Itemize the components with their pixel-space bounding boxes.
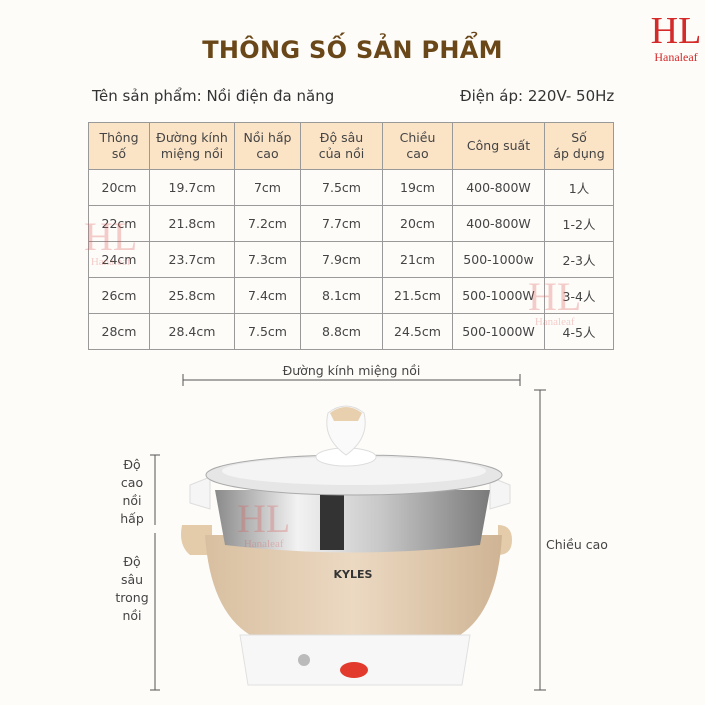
product-name: Tên sản phẩm: Nồi điện đa năng: [92, 87, 335, 105]
table-cell: 24cm: [88, 241, 150, 278]
table-cell: 21.5cm: [382, 277, 453, 314]
table-cell: 400-800W: [452, 169, 545, 206]
table-row: 24cm 23.7cm 7.3cm 7.9cm 21cm 500-1000w 2-3人: [88, 241, 614, 278]
table-cell: 7.4cm: [234, 277, 301, 314]
logo-name: Hanaleaf: [654, 50, 698, 64]
table-cell: 8.8cm: [300, 313, 383, 350]
knob-icon: [298, 654, 310, 666]
table-cell: 7.3cm: [234, 241, 301, 278]
table-row: 22cm 21.8cm 7.2cm 7.7cm 20cm 400-800W 1-2人: [88, 205, 614, 242]
column-header: Chiều cao: [382, 122, 453, 170]
watermark: HL Hanaleaf: [528, 274, 582, 329]
table-cell: 1人: [544, 169, 614, 206]
logo-mark: HL: [650, 10, 702, 52]
table-cell: 7.5cm: [234, 313, 301, 350]
table-cell: 400-800W: [452, 205, 545, 242]
spec-table: Thông số Đường kính miệng nồi Nồi hấp cao Độ s…: [88, 122, 614, 350]
watermark: HL Hanaleaf: [237, 496, 291, 551]
column-header: Thông số: [88, 122, 150, 170]
table-row: 28cm 28.4cm 7.5cm 8.8cm 24.5cm 500-1000W 4-5人: [88, 313, 614, 350]
electric-pot-image: KYLES: [181, 405, 512, 686]
brand-logo: HL Hanaleaf: [648, 12, 704, 65]
table-cell: 7.7cm: [300, 205, 383, 242]
page-title: THÔNG SỐ SẢN PHẨM: [202, 36, 503, 64]
table-cell: 20cm: [382, 205, 453, 242]
table-row: 20cm 19.7cm 7cm 7.5cm 19cm 400-800W 1人: [88, 169, 614, 206]
table-cell: 20cm: [88, 169, 150, 206]
column-header: Nồi hấp cao: [234, 122, 301, 170]
table-cell: 26cm: [88, 277, 150, 314]
voltage: Điện áp: 220V- 50Hz: [460, 87, 615, 105]
pot-brand: KYLES: [334, 568, 373, 581]
table-header-row: Thông số Đường kính miệng nồi Nồi hấp cao Độ s…: [88, 122, 614, 170]
watermark: HL Hanaleaf: [84, 214, 138, 269]
steamer-height-label: Độ cao nồi hấp: [120, 457, 144, 526]
table-row: 26cm 25.8cm 7.4cm 8.1cm 21.5cm 500-1000W 3-4人: [88, 277, 614, 314]
table-cell: 28cm: [88, 313, 150, 350]
table-cell: 19.7cm: [149, 169, 235, 206]
diameter-label: Đường kính miệng nồi: [282, 363, 421, 378]
depth-label: Độ sâu trong nồi: [115, 554, 149, 623]
power-switch-icon: [340, 662, 368, 678]
height-label: Chiều cao: [546, 537, 608, 552]
table-cell: 500-1000W: [452, 313, 545, 350]
table-cell: 21cm: [382, 241, 453, 278]
table-cell: 8.1cm: [300, 277, 383, 314]
table-cell: 4-5人: [544, 313, 614, 350]
table-cell: 28.4cm: [149, 313, 235, 350]
table-cell: 23.7cm: [149, 241, 235, 278]
table-cell: 24.5cm: [382, 313, 453, 350]
column-header: Số áp dụng: [544, 122, 614, 170]
table-cell: 1-2人: [544, 205, 614, 242]
table-cell: 7cm: [234, 169, 301, 206]
column-header: Đường kính miệng nồi: [149, 122, 235, 170]
